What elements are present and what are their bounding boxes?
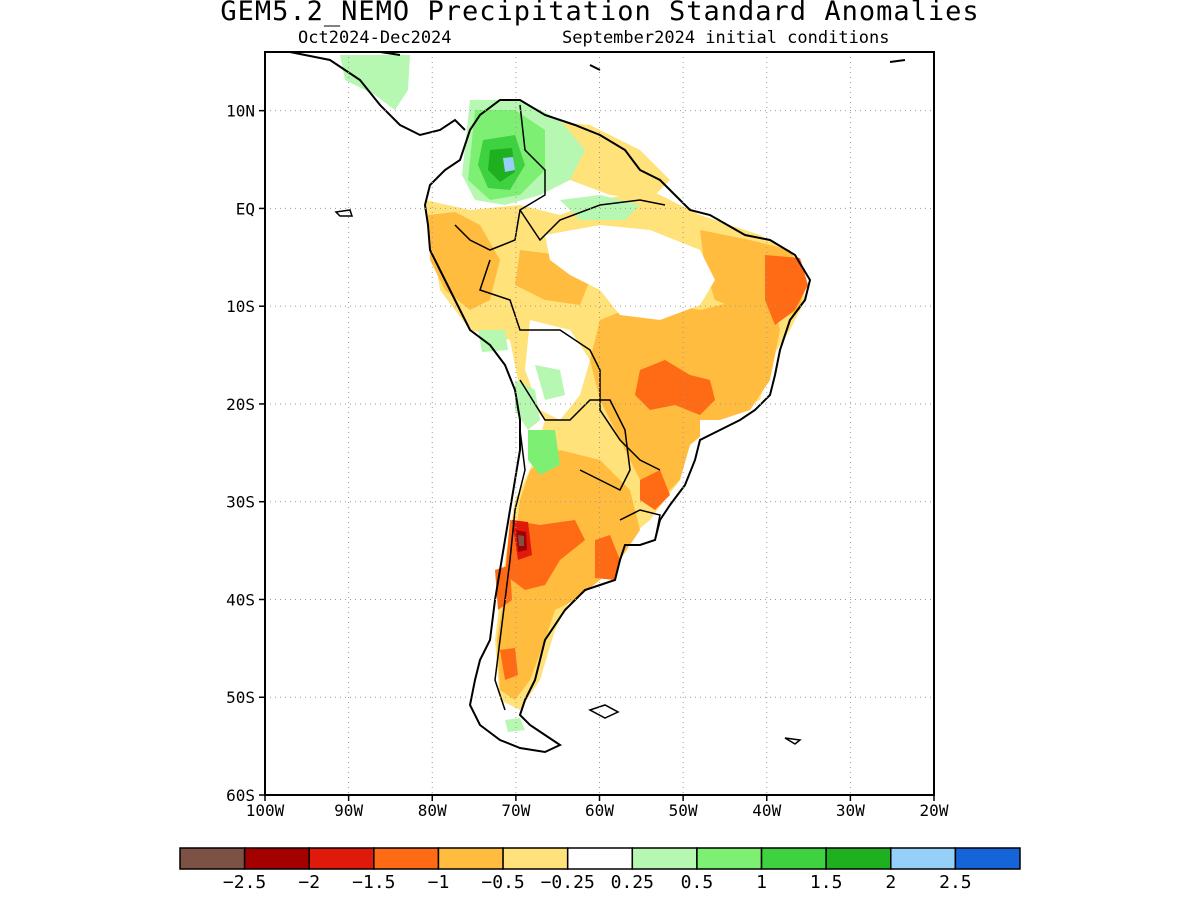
colorbar-label: 0.5 (681, 872, 714, 893)
border-bolivia-paraguay (519, 379, 631, 492)
colorbar-label: −0.25 (541, 872, 595, 893)
wet-area-central-america-light (340, 55, 410, 110)
lon-tick-label: 30W (836, 801, 865, 820)
wet-area-bolivia (535, 365, 565, 400)
lon-tick-label: 40W (752, 801, 781, 820)
colorbar-swatch (696, 847, 763, 870)
colorbar-label: −1.5 (352, 872, 395, 893)
colorbar-swatch (954, 847, 1021, 870)
lat-tick-label: 40S (226, 590, 255, 609)
colorbar-swatch (243, 847, 310, 870)
lon-tick-label: 90W (334, 801, 363, 820)
wet-area-colombia-core (488, 148, 515, 182)
colorbar-swatch (760, 847, 827, 870)
colorbar-swatch (308, 847, 375, 870)
colorbar-swatch (502, 847, 569, 870)
dry-core-northeast (765, 255, 808, 325)
island-south-georgia (784, 737, 802, 745)
lat-tick-label: 30S (226, 493, 255, 512)
dry-core-central-brazil (635, 360, 715, 415)
colorbar-label: −0.5 (481, 872, 524, 893)
colorbar-swatch (373, 847, 440, 870)
dry-core-south (500, 648, 518, 680)
dry-core-uruguay (640, 470, 670, 510)
wet-area-tierra-del-fuego (505, 718, 525, 732)
wet-area-peru-coast (478, 330, 508, 352)
coastline-central-america (289, 52, 466, 137)
colorbar-swatch (825, 847, 892, 870)
colorbar-label: 2.5 (939, 872, 972, 893)
coastlines (289, 52, 906, 754)
dry-area-argentina (497, 450, 640, 700)
coastline-south-america (423, 99, 812, 754)
wet-area-atacama (528, 430, 560, 475)
lon-tick-label: 100W (246, 801, 285, 820)
colorbar-swatch (437, 847, 504, 870)
border-uruguay (619, 509, 661, 541)
forecast-period: Oct2024-Dec2024 (298, 28, 452, 48)
lon-tick-label: 20W (920, 801, 949, 820)
axis-ticks: 100W 90W 80W 70W 60W 50W 40W 30W 20W 10N EQ 10S 20S 3… (226, 102, 949, 820)
colorbar-label: 1 (756, 872, 767, 893)
island-galapagos (334, 209, 354, 217)
normal-area-amazon (545, 225, 715, 320)
lat-tick-label: EQ (236, 199, 255, 218)
lat-tick-label: 10N (226, 102, 255, 121)
colorbar-label: 1.5 (810, 872, 843, 893)
initial-conditions: September2024 initial conditions (562, 28, 890, 48)
colorbar-swatch (566, 847, 634, 870)
lat-tick-label: 60S (226, 786, 255, 805)
colorbar-label: −2 (298, 872, 320, 893)
colorbar-swatch (631, 847, 698, 870)
lon-tick-label: 80W (418, 801, 447, 820)
map-title: GEM5.2_NEMO Precipitation Standard Anoma… (220, 0, 980, 27)
lat-tick-label: 20S (226, 395, 255, 414)
dry-area-amazon-west (515, 250, 590, 305)
coastline-caribbean-islands (379, 52, 906, 71)
wet-area-colombia-peak (503, 157, 515, 172)
lat-tick-label: 50S (226, 688, 255, 707)
colorbar-label: −1 (428, 872, 450, 893)
colorbar-swatch (890, 847, 957, 870)
wet-area-chile-north (515, 380, 540, 430)
colorbar: −2.5 −2 −1.5 −1 −0.5 −0.25 0.25 0.5 1 1.5 2 2.5 (179, 847, 1021, 893)
island-falklands (588, 704, 620, 719)
colorbar-label: 2 (885, 872, 896, 893)
lon-tick-label: 50W (669, 801, 698, 820)
lat-tick-label: 10S (226, 297, 255, 316)
lon-tick-label: 70W (501, 801, 530, 820)
colorbar-swatch (179, 847, 246, 870)
colorbar-label: 0.25 (611, 872, 654, 893)
colorbar-label: −2.5 (223, 872, 266, 893)
dry-core-pampas (595, 535, 620, 580)
dry-extreme-andes-peak (518, 535, 524, 546)
anomaly-shading (340, 55, 808, 732)
border-chile-argentina (494, 429, 526, 711)
normal-area-southeast (700, 420, 745, 450)
lon-tick-label: 60W (585, 801, 614, 820)
